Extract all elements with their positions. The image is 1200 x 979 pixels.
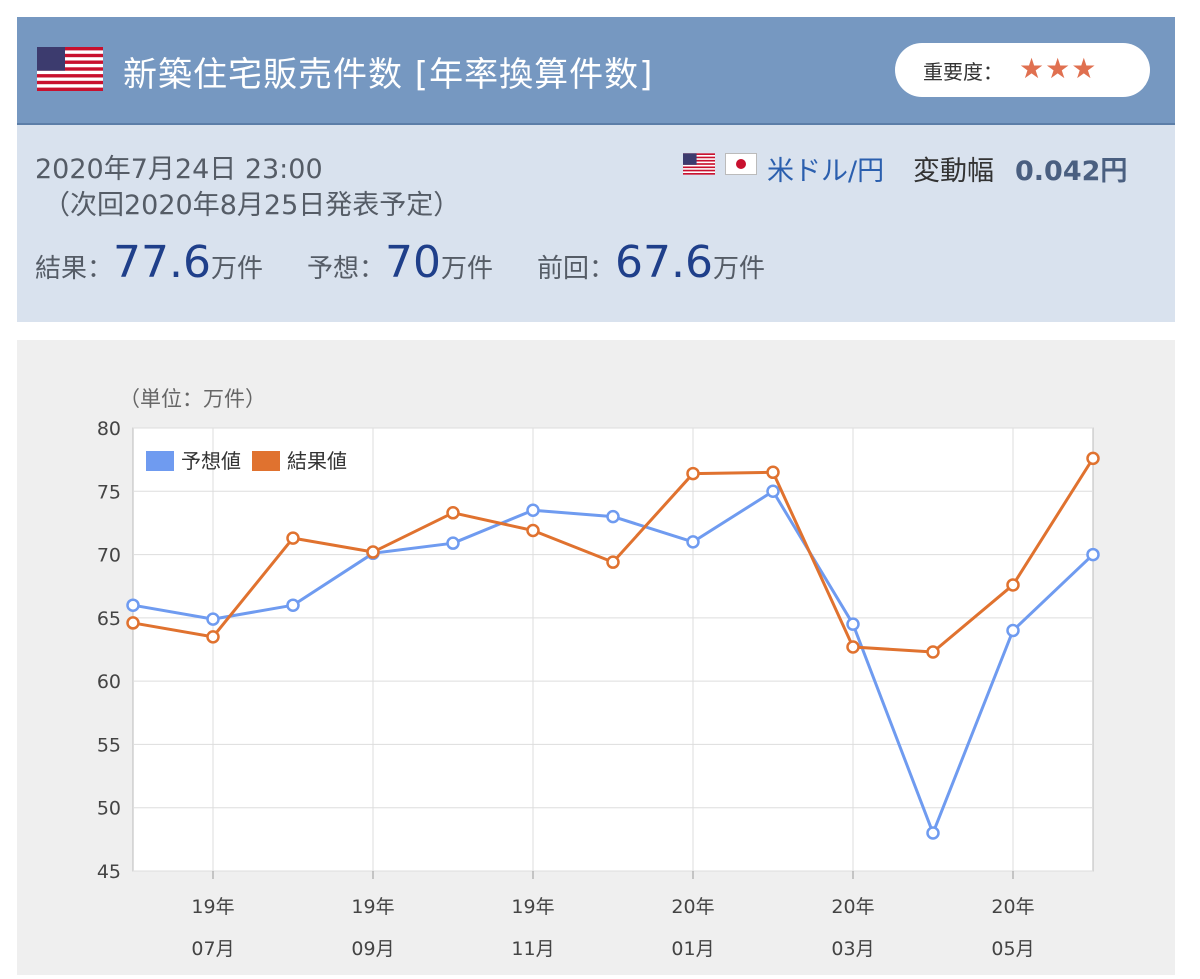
line-chart: 45 50 55 60 65 70 75 80 19年 07月 19年 09月 19年 11月 20年 01月… [97,387,1100,960]
chart-unit-label: （単位：万件） [119,387,266,411]
importance-stars-icon: ★★★ [1019,52,1098,85]
data-point [846,617,860,631]
volatility-label: 変動幅 [913,156,994,187]
data-point [686,466,700,481]
result-label: 結果： [35,254,114,284]
page-title: 新築住宅販売件数 [年率換算件数] [123,55,654,95]
x-tick-label-year: 19年 [351,896,394,918]
data-point [1086,451,1100,466]
importance-label: 重要度： [923,60,1003,84]
previous-unit: 万件 [712,254,765,284]
data-point [926,645,940,659]
data-point [446,506,460,520]
us-flag-icon [683,153,715,175]
data-point [286,531,300,545]
x-tick-label-year: 19年 [511,896,554,918]
x-tick-label-month: 05月 [991,938,1034,960]
data-point [446,536,460,550]
x-tick-label-year: 19年 [191,896,234,918]
forecast-stat: 予想：70万件 [307,237,493,288]
legend-label: 予想値 [181,449,241,473]
data-point [1006,623,1020,638]
result-value: 77.6 [113,237,211,288]
y-tick-label: 60 [97,671,121,693]
data-point [766,484,780,499]
data-point [766,465,780,480]
data-point [126,616,140,630]
y-tick-label: 70 [97,545,121,567]
y-tick-label: 55 [97,734,121,756]
data-point [1006,578,1020,592]
data-point [206,612,220,626]
forecast-value: 70 [385,237,442,288]
importance-badge: 重要度： ★★★ [895,43,1150,97]
data-point [846,640,860,654]
x-tick-label-month: 03月 [831,938,874,960]
data-point [926,826,940,840]
volatility-value: 0.042円 [1015,156,1128,187]
data-point [686,535,700,549]
data-point [526,523,540,538]
x-tick-label-month: 11月 [511,938,554,960]
data-point [606,509,620,524]
x-tick-label-month: 01月 [671,938,714,960]
next-release: （次回2020年8月25日発表予定） [43,190,461,221]
previous-stat: 前回：67.6万件 [537,237,765,288]
x-tick-label-month: 07月 [191,938,234,960]
plot-area [132,427,1094,872]
y-tick-label: 45 [97,861,121,883]
x-tick-label-year: 20年 [671,896,714,918]
currency-pair-link[interactable]: 米ドル/円 [767,156,885,187]
x-tick-label-year: 20年 [991,896,1034,918]
data-point [366,545,380,559]
data-point [526,503,540,518]
legend-label: 結果値 [287,449,347,473]
y-tick-label: 65 [97,608,121,630]
indicator-header: 新築住宅販売件数 [年率換算件数] 重要度： ★★★ [17,17,1175,125]
jp-flag-icon [725,153,757,175]
data-point [126,598,140,612]
legend-swatch [250,449,282,473]
us-flag-icon [37,47,103,91]
chart-panel: 45 50 55 60 65 70 75 80 19年 07月 19年 09月 19年 11月 20年 01月… [17,340,1175,975]
forecast-unit: 万件 [441,254,494,284]
data-point [206,630,220,644]
y-tick-label: 50 [97,798,121,820]
forecast-label: 予想： [307,254,386,284]
y-tick-label: 80 [97,418,121,440]
previous-label: 前回： [537,254,616,284]
data-point [1086,547,1100,562]
release-datetime: 2020年7月24日 23:00 [35,154,323,185]
data-point [606,555,620,569]
result-unit: 万件 [210,254,263,284]
data-point [286,598,300,612]
result-stat: 結果：77.6万件 [35,237,263,288]
y-tick-label: 75 [97,481,121,503]
release-info-panel: 2020年7月24日 23:00 （次回2020年8月25日発表予定） 米ドル/… [17,125,1175,322]
previous-value: 67.6 [615,237,713,288]
x-tick-label-month: 09月 [351,938,394,960]
legend-swatch [144,449,176,473]
x-tick-label-year: 20年 [831,896,874,918]
